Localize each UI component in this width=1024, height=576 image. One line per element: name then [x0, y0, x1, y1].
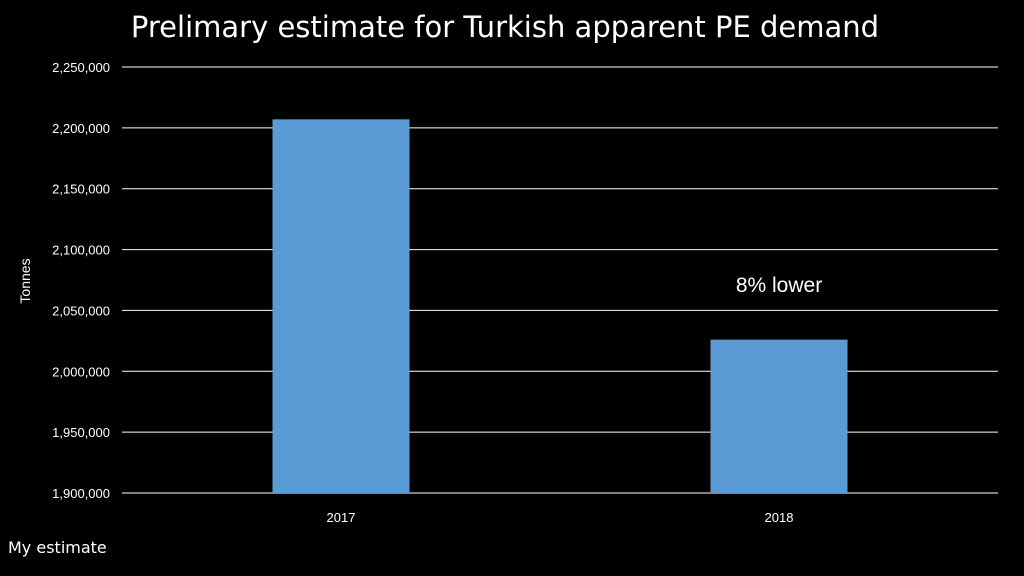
- x-tick-label: 2018: [765, 510, 794, 525]
- annotations: 8% lower: [736, 274, 822, 297]
- chart-title: Prelimary estimate for Turkish apparent …: [130, 10, 880, 44]
- y-axis-tick-labels: 1,900,000 1,950,000 2,000,000 2,050,000 2,10…: [52, 60, 110, 501]
- y-tick-label: 1,900,000: [52, 486, 110, 501]
- y-tick-label: 2,100,000: [52, 243, 110, 258]
- y-tick-label: 2,050,000: [52, 303, 110, 318]
- y-tick-label: 2,200,000: [52, 121, 110, 136]
- y-tick-label: 2,150,000: [52, 182, 110, 197]
- y-tick-label: 2,250,000: [52, 60, 110, 75]
- annotation-label: 8% lower: [736, 274, 822, 297]
- x-tick-label: 2017: [327, 510, 356, 525]
- y-axis-label: Tonnes: [17, 258, 33, 303]
- bars: [272, 119, 848, 493]
- bar-2017: [272, 119, 410, 493]
- x-axis-tick-labels: 2017 2018: [327, 510, 794, 525]
- y-tick-label: 2,000,000: [52, 364, 110, 379]
- bar-2018: [710, 339, 848, 493]
- gridlines: [122, 66, 998, 494]
- y-tick-label: 1,950,000: [52, 425, 110, 440]
- footnote: My estimate: [8, 538, 107, 557]
